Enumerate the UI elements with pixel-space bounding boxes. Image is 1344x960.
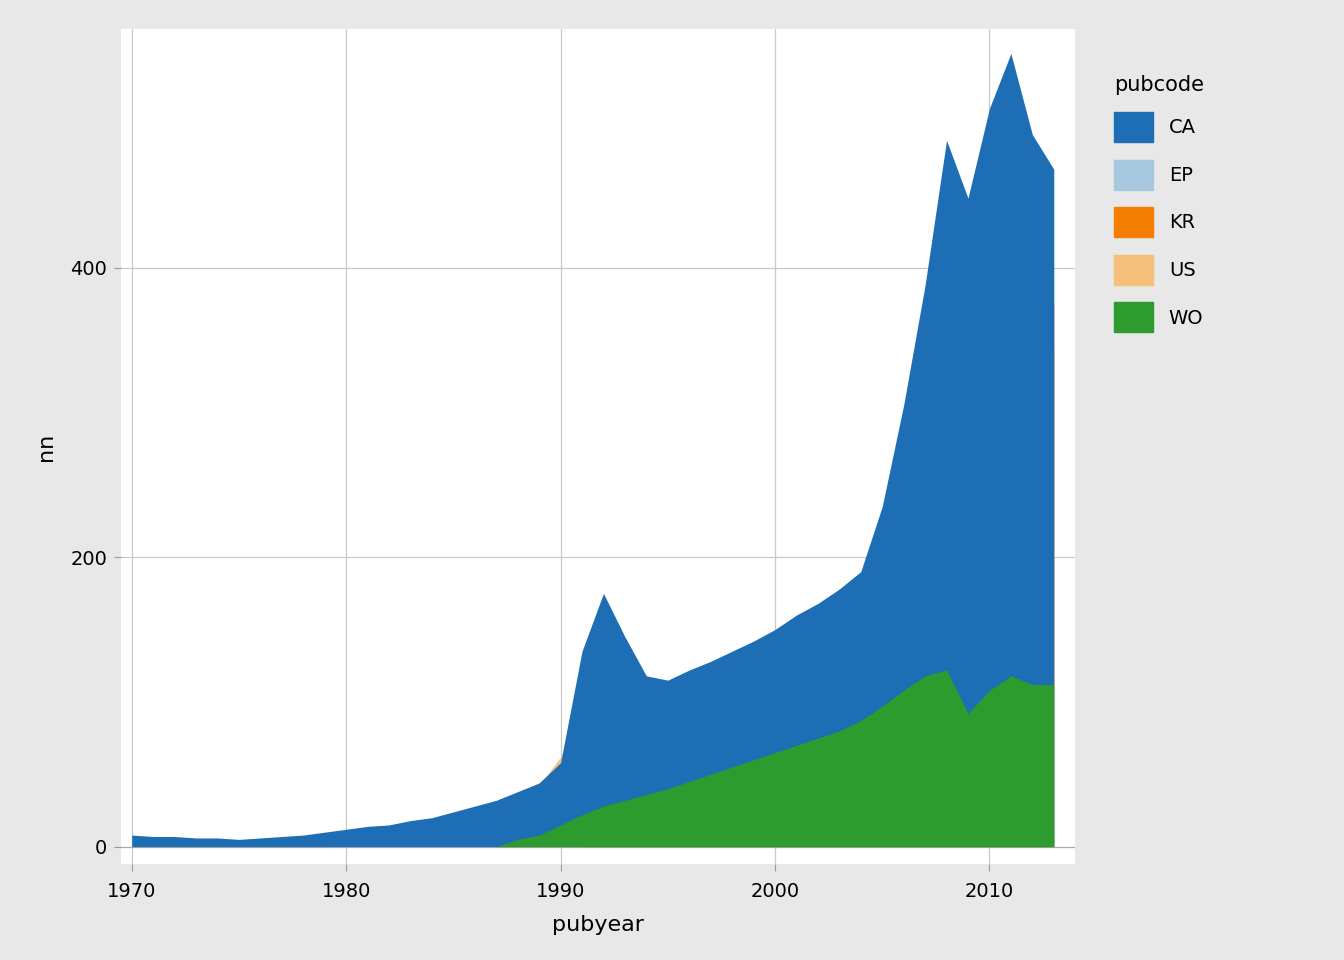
Y-axis label: nn: nn — [36, 432, 56, 461]
Legend: CA, EP, KR, US, WO: CA, EP, KR, US, WO — [1094, 56, 1223, 351]
X-axis label: pubyear: pubyear — [552, 915, 644, 935]
